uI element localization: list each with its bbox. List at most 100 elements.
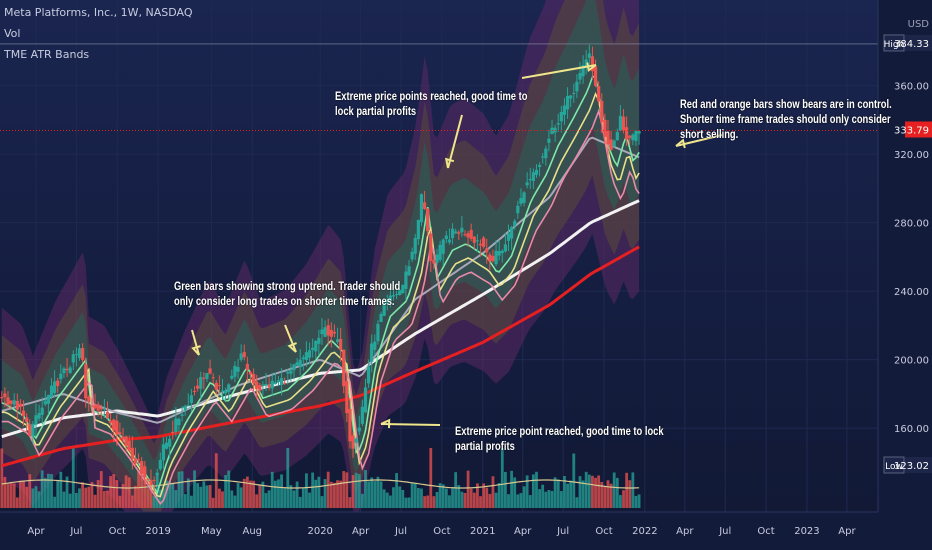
volume-bar [503, 471, 507, 508]
volume-bar [600, 481, 604, 508]
candle-body [438, 244, 442, 260]
candle-body [208, 368, 212, 374]
volume-bar [485, 487, 489, 508]
volume-bar [622, 490, 625, 508]
volume-bar [121, 484, 125, 508]
candle-body [115, 420, 119, 435]
candle-body [84, 364, 88, 399]
candle-body [472, 236, 476, 243]
volume-bar [0, 448, 4, 508]
volume-bar [404, 497, 408, 508]
candle-body [556, 123, 560, 125]
indicator-legend[interactable]: TME ATR Bands [4, 48, 90, 61]
low-badge-label: Low [885, 462, 903, 472]
volume-bar [28, 474, 32, 508]
candle-body [155, 473, 159, 475]
volume-bar [84, 487, 88, 508]
candle-body [572, 93, 576, 95]
symbol-legend[interactable]: Meta Platforms, Inc., 1W, NASDAQ [4, 6, 193, 19]
volume-legend[interactable]: Vol [4, 27, 21, 40]
volume-bar [497, 482, 501, 508]
candle-body [637, 131, 641, 134]
candle-body [136, 459, 141, 461]
volume-bar [71, 448, 75, 508]
volume-bar [96, 480, 100, 508]
candle-body [140, 461, 144, 474]
candle-body [625, 127, 629, 140]
volume-bar [227, 470, 231, 508]
candle-body [363, 387, 368, 413]
volume-bar [317, 476, 321, 508]
ma-line-red [1, 245, 640, 468]
candle-body [28, 424, 32, 436]
candle-body [370, 343, 374, 362]
candle-body [258, 385, 262, 391]
candle-body [597, 86, 601, 102]
candle-body [105, 411, 110, 418]
candle-body [435, 254, 439, 263]
volume-bar [376, 476, 380, 508]
candle-body [183, 405, 187, 411]
candle-body [525, 182, 529, 186]
currency-label[interactable]: USD [908, 19, 930, 30]
annotation-bears: Red and orange bars show bears are in co… [680, 97, 892, 141]
volume-bar [401, 489, 405, 508]
time-tick-label: Apr [676, 526, 694, 537]
volume-bar [146, 488, 150, 508]
volume-bar [177, 471, 181, 508]
candle-body [513, 220, 517, 226]
volume-bar [180, 471, 184, 508]
time-tick-label: Apr [838, 526, 856, 537]
candle-body [180, 414, 184, 416]
candle-body [600, 100, 604, 123]
candle-body [634, 130, 638, 141]
volume-bar [221, 491, 224, 508]
time-tick-label: 2023 [794, 526, 819, 537]
volume-bar [233, 495, 237, 508]
volume-bar [74, 493, 78, 508]
candle-body [562, 105, 567, 115]
arrow-green-2-head [287, 342, 297, 353]
time-tick-label: 2019 [145, 526, 170, 537]
volume-bar [245, 476, 249, 508]
candle-body [186, 405, 190, 407]
volume-bar [360, 493, 364, 508]
candle-body [314, 340, 318, 352]
volume-bar [535, 471, 538, 508]
volume-bar [130, 495, 134, 508]
volume-bar [56, 480, 60, 508]
volume-bar [242, 478, 246, 508]
volume-bar [612, 472, 616, 508]
candle-body [329, 329, 333, 337]
volume-bar [609, 483, 613, 508]
volume-bar [283, 488, 287, 508]
volume-bar [205, 485, 209, 508]
volume-bar [230, 490, 234, 508]
candle-body [544, 148, 548, 159]
arrow-top-right-head [586, 62, 597, 73]
candle-body [177, 418, 181, 426]
arrow-bears-head [675, 138, 686, 149]
volume-bar [9, 483, 13, 508]
volume-bar [538, 489, 541, 508]
volume-bar [525, 475, 529, 508]
volume-bar [398, 486, 402, 508]
volume-bar [217, 488, 221, 508]
candle-body [506, 233, 511, 241]
candle-body [267, 384, 271, 388]
candle-body [31, 423, 35, 437]
volume-bar [115, 480, 119, 508]
candle-body [339, 338, 343, 351]
candle-body [71, 354, 75, 363]
candle-body [584, 59, 588, 69]
candle-body [323, 327, 327, 337]
low-badge-value-box [905, 457, 932, 473]
candle-body [217, 385, 221, 387]
volume-bar [407, 497, 411, 508]
volume-bar [252, 480, 255, 508]
candle-body [87, 396, 91, 402]
volume-bar [444, 488, 448, 508]
volume-bar [134, 485, 137, 508]
